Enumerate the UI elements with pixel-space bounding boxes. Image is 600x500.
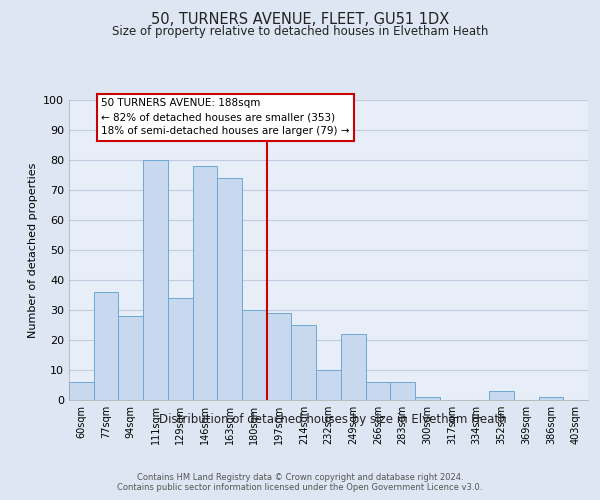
Bar: [316, 370, 341, 400]
Text: Contains public sector information licensed under the Open Government Licence v3: Contains public sector information licen…: [118, 484, 482, 492]
Bar: [143, 160, 168, 400]
Bar: [292, 325, 316, 400]
Text: 50 TURNERS AVENUE: 188sqm
← 82% of detached houses are smaller (353)
18% of semi: 50 TURNERS AVENUE: 188sqm ← 82% of detac…: [101, 98, 350, 136]
Bar: [69, 382, 94, 400]
Bar: [94, 292, 118, 400]
Text: Distribution of detached houses by size in Elvetham Heath: Distribution of detached houses by size …: [159, 412, 507, 426]
Bar: [193, 166, 217, 400]
Bar: [489, 391, 514, 400]
Bar: [365, 382, 390, 400]
Text: Size of property relative to detached houses in Elvetham Heath: Size of property relative to detached ho…: [112, 25, 488, 38]
Text: 50, TURNERS AVENUE, FLEET, GU51 1DX: 50, TURNERS AVENUE, FLEET, GU51 1DX: [151, 12, 449, 28]
Bar: [217, 178, 242, 400]
Bar: [168, 298, 193, 400]
Y-axis label: Number of detached properties: Number of detached properties: [28, 162, 38, 338]
Bar: [118, 316, 143, 400]
Bar: [539, 397, 563, 400]
Bar: [390, 382, 415, 400]
Bar: [415, 397, 440, 400]
Bar: [341, 334, 365, 400]
Bar: [267, 313, 292, 400]
Bar: [242, 310, 267, 400]
Text: Contains HM Land Registry data © Crown copyright and database right 2024.: Contains HM Land Registry data © Crown c…: [137, 472, 463, 482]
